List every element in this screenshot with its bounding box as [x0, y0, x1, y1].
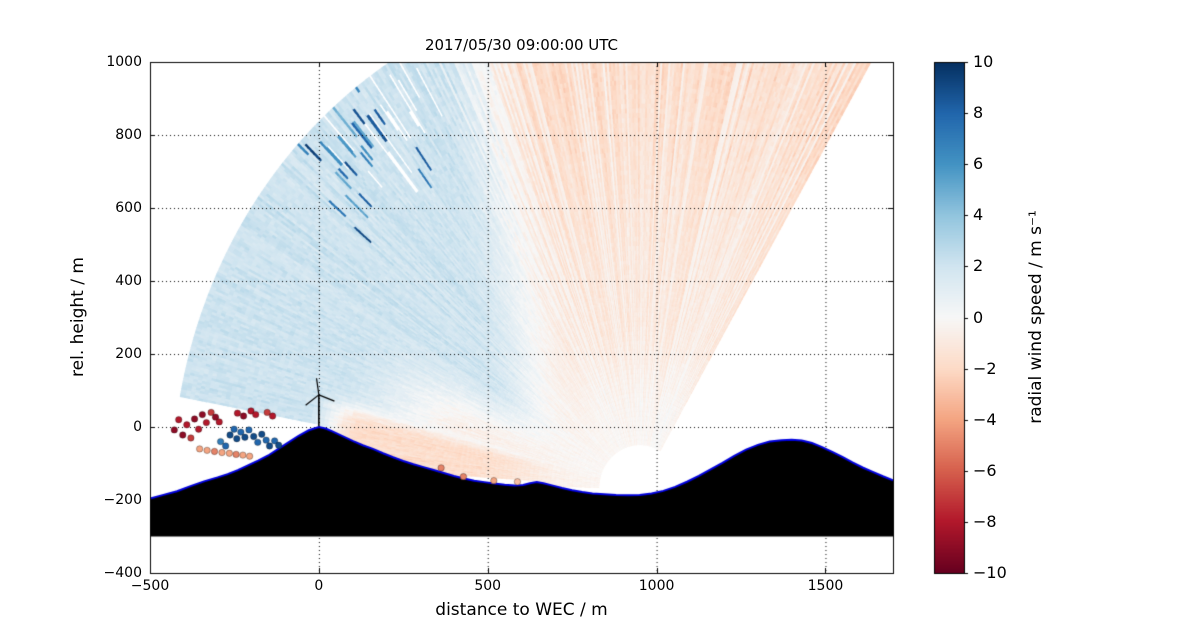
colorbar-tick-label: 6 [973, 154, 984, 174]
x-tick-label: 500 [474, 578, 502, 594]
x-tick-label: 1000 [638, 578, 675, 594]
y-tick-label: 600 [115, 200, 142, 216]
colorbar-tick-label: 2 [973, 256, 984, 276]
y-tick-label: −400 [103, 565, 142, 581]
plot-title: 2017/05/30 09:00:00 UTC [424, 36, 619, 54]
x-tick-label: 1500 [807, 578, 844, 594]
y-tick-label: 400 [115, 273, 142, 289]
y-tick-label: −200 [103, 492, 142, 508]
colorbar-tick-label: −8 [973, 511, 997, 531]
y-tick-label: 0 [133, 419, 142, 435]
y-tick-label: 200 [115, 346, 142, 362]
colorbar-tick-label: 10 [973, 52, 994, 71]
x-tick-label: 0 [314, 578, 324, 594]
colorbar-tick-label: −2 [973, 358, 997, 378]
colorbar-tick-label: −4 [973, 409, 997, 429]
colorbar-tick-label: −6 [973, 460, 997, 480]
colorbar-label: radial wind speed / m s⁻¹ [1026, 210, 1046, 424]
colorbar-tick-label: 4 [973, 205, 984, 225]
y-tick-label: 1000 [106, 54, 142, 70]
y-tick-label: 800 [115, 127, 142, 143]
colorbar-tick-label: 0 [973, 307, 984, 327]
colorbar-tick-label: −10 [973, 563, 1007, 582]
colorbar-tick-label: 8 [973, 103, 984, 123]
x-axis-label: distance to WEC / m [435, 600, 608, 620]
x-tick-label: −500 [130, 578, 170, 594]
